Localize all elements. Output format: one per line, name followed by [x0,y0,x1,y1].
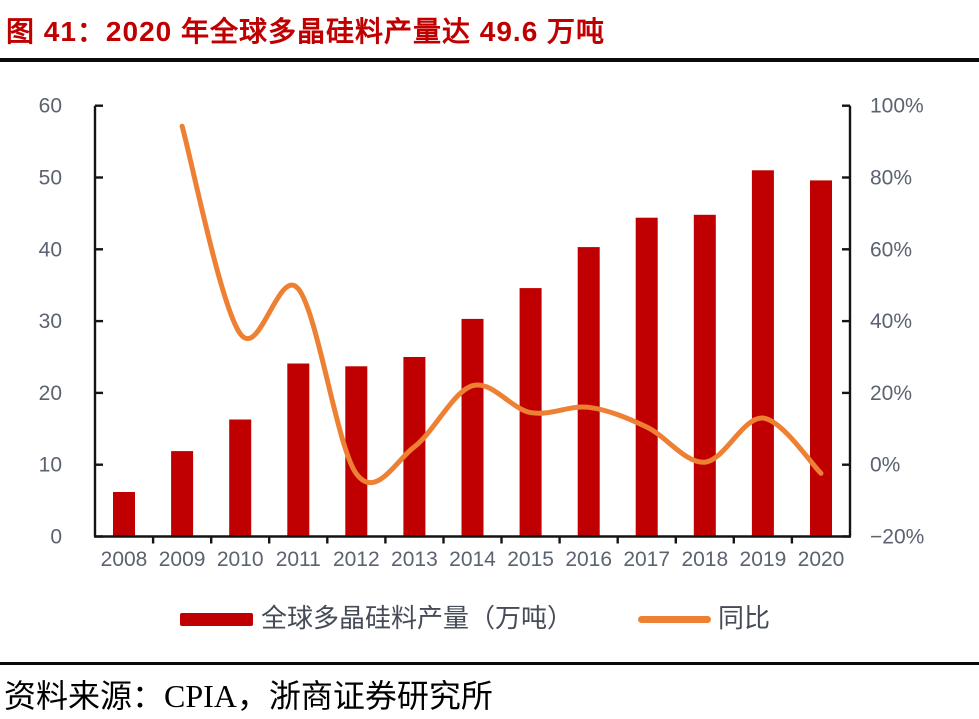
x-tick-label: 2012 [333,548,380,571]
legend-label-production: 全球多晶硅料产量（万吨） [261,604,574,633]
legend-item-yoy: 同比 [638,604,770,634]
y-right-tick-label: 60% [870,238,912,261]
y-left-tick-label: 0 [50,526,62,549]
bar-2008 [113,492,135,537]
y-right-tick-label: 80% [870,167,912,190]
bar-2019 [751,170,774,537]
y-right-tick-label: 20% [870,382,912,405]
source-text: 资料来源：CPIA，浙商证券研究所 [4,678,493,714]
y-left-tick-label: 60 [39,95,62,118]
bar-2012 [345,366,368,537]
yoy-line [179,123,824,486]
polysilicon-production-chart: 0 10 20 30 40 50 60 −20% 0% 20% 40% 60% 80% 100% 2008 2… [39,95,925,571]
bar-2011 [287,363,310,537]
x-tick-label: 2019 [740,548,787,571]
x-tick-label: 2013 [391,548,438,571]
legend-item-production: 全球多晶硅料产量（万吨） [180,604,573,634]
title-divider [0,58,979,62]
x-tick-label: 2011 [276,548,321,571]
bar-2020 [810,180,832,537]
source-divider [0,662,979,665]
x-tick-label: 2009 [159,548,206,571]
x-tick-label: 2010 [217,548,264,571]
y-right-tick-label: 0% [870,454,900,477]
y-left-tick-label: 30 [39,310,62,333]
x-tick-label: 2015 [507,548,554,571]
x-tick-label: 2008 [101,548,148,571]
y-left-tick-label: 40 [39,238,62,261]
bar-2017 [635,217,658,537]
x-tick-label: 2020 [798,548,845,571]
bar-2014 [461,318,484,537]
bar-2016 [577,247,600,537]
x-tick-label: 2018 [681,548,728,571]
y-right-tick-label: −20% [870,526,924,549]
y-right-tick-label: 100% [870,95,924,118]
x-tick-label: 2017 [623,548,670,571]
y-left-tick-label: 20 [39,382,62,405]
y-left-tick-label: 10 [39,454,62,477]
legend-label-yoy: 同比 [718,604,771,633]
y-right-tick-label: 40% [870,310,912,333]
bar-2018 [693,214,716,537]
legend: 全球多晶硅料产量（万吨） 同比 [180,604,770,634]
y-left-tick-label: 50 [39,167,62,190]
bar-2010 [229,419,252,537]
legend-swatch-production [180,612,253,626]
x-tick-label: 2014 [449,548,496,571]
figure-title: 图 41：2020 年全球多晶硅料产量达 49.6 万吨 [6,16,606,47]
bar-2009 [171,451,194,537]
x-tick-label: 2016 [565,548,612,571]
legend-line-icon [638,615,712,623]
